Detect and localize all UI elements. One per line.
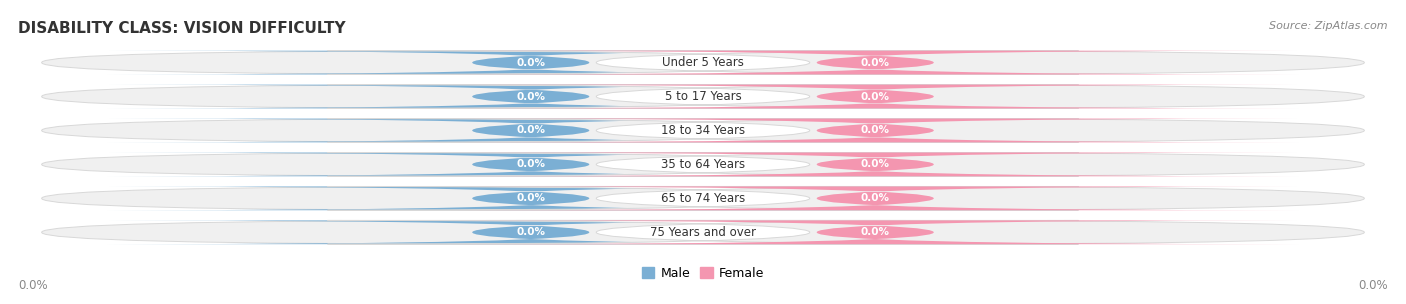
Legend: Male, Female: Male, Female xyxy=(641,267,765,280)
FancyBboxPatch shape xyxy=(42,85,1364,109)
Text: 0.0%: 0.0% xyxy=(516,57,546,67)
Text: 5 to 17 Years: 5 to 17 Years xyxy=(665,90,741,103)
Text: 0.0%: 0.0% xyxy=(1358,279,1388,292)
Text: 0.0%: 0.0% xyxy=(860,92,890,102)
FancyBboxPatch shape xyxy=(107,85,955,109)
Text: 65 to 74 Years: 65 to 74 Years xyxy=(661,192,745,205)
Text: DISABILITY CLASS: VISION DIFFICULTY: DISABILITY CLASS: VISION DIFFICULTY xyxy=(18,21,346,36)
Text: 0.0%: 0.0% xyxy=(516,92,546,102)
FancyBboxPatch shape xyxy=(451,153,1299,176)
FancyBboxPatch shape xyxy=(451,186,1299,210)
FancyBboxPatch shape xyxy=(107,119,955,142)
Text: 35 to 64 Years: 35 to 64 Years xyxy=(661,158,745,171)
Text: 0.0%: 0.0% xyxy=(516,227,546,237)
Text: Under 5 Years: Under 5 Years xyxy=(662,56,744,69)
Text: 0.0%: 0.0% xyxy=(860,57,890,67)
FancyBboxPatch shape xyxy=(42,153,1364,176)
FancyBboxPatch shape xyxy=(42,186,1364,210)
Text: 0.0%: 0.0% xyxy=(516,126,546,136)
FancyBboxPatch shape xyxy=(451,85,1299,109)
FancyBboxPatch shape xyxy=(42,119,1364,142)
Text: Source: ZipAtlas.com: Source: ZipAtlas.com xyxy=(1270,21,1388,31)
FancyBboxPatch shape xyxy=(451,51,1299,74)
Text: 0.0%: 0.0% xyxy=(860,227,890,237)
FancyBboxPatch shape xyxy=(42,51,1364,74)
Text: 0.0%: 0.0% xyxy=(860,159,890,169)
FancyBboxPatch shape xyxy=(328,51,1078,74)
FancyBboxPatch shape xyxy=(107,186,955,210)
Text: 18 to 34 Years: 18 to 34 Years xyxy=(661,124,745,137)
Text: 0.0%: 0.0% xyxy=(516,193,546,203)
Text: 0.0%: 0.0% xyxy=(516,159,546,169)
FancyBboxPatch shape xyxy=(328,85,1078,109)
FancyBboxPatch shape xyxy=(328,119,1078,142)
FancyBboxPatch shape xyxy=(328,220,1078,244)
FancyBboxPatch shape xyxy=(451,220,1299,244)
FancyBboxPatch shape xyxy=(451,119,1299,142)
FancyBboxPatch shape xyxy=(107,153,955,176)
Text: 75 Years and over: 75 Years and over xyxy=(650,226,756,239)
FancyBboxPatch shape xyxy=(328,153,1078,176)
FancyBboxPatch shape xyxy=(107,220,955,244)
FancyBboxPatch shape xyxy=(107,51,955,74)
Text: 0.0%: 0.0% xyxy=(18,279,48,292)
Text: 0.0%: 0.0% xyxy=(860,126,890,136)
FancyBboxPatch shape xyxy=(328,186,1078,210)
Text: 0.0%: 0.0% xyxy=(860,193,890,203)
FancyBboxPatch shape xyxy=(42,220,1364,244)
